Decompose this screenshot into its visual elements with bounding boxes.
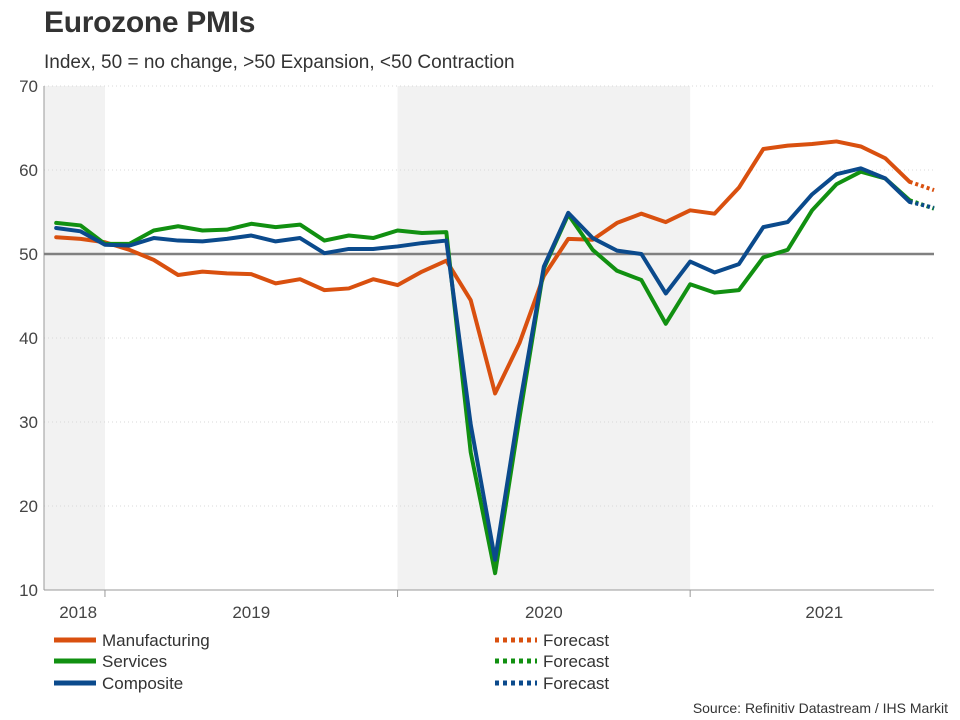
legend-label-services: Services [102, 652, 167, 671]
chart-title: Eurozone PMIs [44, 6, 256, 39]
chart-subtitle: Index, 50 = no change, >50 Expansion, <5… [44, 52, 515, 73]
source-note: Source: Refinitiv Datastream / IHS Marki… [692, 700, 948, 716]
legend-label-forecast-manufacturing: Forecast [543, 631, 609, 650]
y-tick-label-70: 70 [19, 77, 38, 96]
legend-label-forecast-services: Forecast [543, 652, 609, 671]
shaded-year-band-0 [44, 86, 105, 590]
y-tick-label-40: 40 [19, 329, 38, 348]
series-line-services [54, 169, 912, 576]
legend-label-composite: Composite [102, 674, 183, 693]
y-tick-label-60: 60 [19, 161, 38, 180]
y-tick-label-30: 30 [19, 413, 38, 432]
x-tick-label-2019: 2019 [232, 603, 270, 622]
series-line-manufacturing [54, 139, 912, 396]
shaded-year-band-1 [397, 86, 691, 590]
forecast-line-composite [909, 199, 935, 210]
x-tick-label-2018: 2018 [59, 603, 97, 622]
x-tick-label-2021: 2021 [805, 603, 843, 622]
legend-label-forecast-composite: Forecast [543, 674, 609, 693]
x-tick-label-2020: 2020 [525, 603, 563, 622]
y-tick-label-20: 20 [19, 497, 38, 516]
y-tick-label-50: 50 [19, 245, 38, 264]
y-tick-label-10: 10 [19, 581, 38, 600]
forecast-line-manufacturing [908, 179, 935, 193]
series-line-composite [54, 166, 912, 562]
legend-label-manufacturing: Manufacturing [102, 631, 210, 650]
